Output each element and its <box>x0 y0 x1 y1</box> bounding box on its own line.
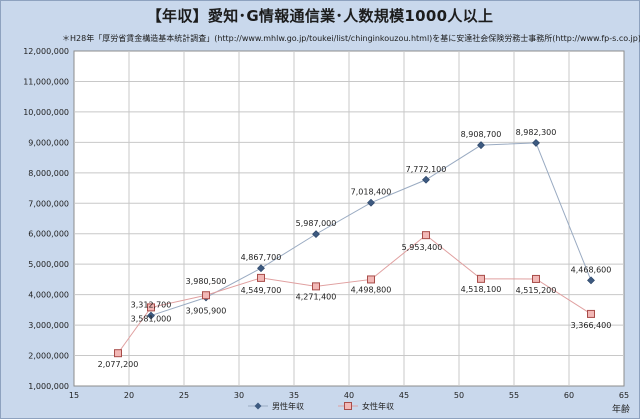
data-label: 3,312,700 <box>131 301 172 310</box>
data-label: 3,581,000 <box>131 314 172 323</box>
x-tick-label: 20 <box>124 391 134 400</box>
y-tick-label: 9,000,000 <box>28 138 69 147</box>
legend-label-female: 女性年収 <box>362 401 394 411</box>
data-label: 7,018,400 <box>351 188 392 197</box>
data-label: 5,987,000 <box>296 219 337 228</box>
male-data-point <box>312 230 320 239</box>
x-tick-label: 50 <box>454 391 464 400</box>
legend-marker-male <box>254 402 262 410</box>
data-label: 8,908,700 <box>461 130 502 139</box>
data-label: 3,980,500 <box>186 277 227 286</box>
series-line-female <box>117 234 592 354</box>
gridlines <box>74 51 624 386</box>
female-data-point <box>532 274 540 283</box>
data-label: 4,271,400 <box>296 292 337 301</box>
female-data-point <box>202 291 210 300</box>
x-axis-label: 年齢 <box>612 403 630 415</box>
male-data-point <box>422 175 430 184</box>
female-data-point <box>587 309 595 318</box>
data-label: 3,905,900 <box>186 307 227 316</box>
y-tick-label: 5,000,000 <box>28 260 69 269</box>
data-label: 8,982,300 <box>516 128 557 137</box>
female-data-point <box>147 303 155 312</box>
male-data-point <box>257 264 265 273</box>
y-tick-label: 12,000,000 <box>23 47 69 56</box>
x-tick-label: 15 <box>69 391 79 400</box>
x-tick-label: 40 <box>344 391 354 400</box>
y-tick-label: 11,000,000 <box>23 77 69 86</box>
y-tick-label: 8,000,000 <box>28 169 69 178</box>
y-tick-label: 4,000,000 <box>28 291 69 300</box>
data-label: 4,549,700 <box>241 286 282 295</box>
data-label: 4,515,200 <box>516 286 557 295</box>
x-tick-label: 60 <box>564 391 574 400</box>
data-labels: 3,312,700 3,905,900 4,867,700 5,987,000 7,01… <box>98 128 612 369</box>
x-axis-ticks: 15 20 25 30 35 40 45 50 55 60 65 <box>69 391 629 400</box>
data-label: 2,077,200 <box>98 360 139 369</box>
x-tick-label: 25 <box>179 391 189 400</box>
y-tick-label: 6,000,000 <box>28 230 69 239</box>
legend-label-male: 男性年収 <box>272 401 304 411</box>
x-tick-label: 45 <box>399 391 409 400</box>
x-tick-label: 55 <box>509 391 519 400</box>
male-data-point <box>477 141 485 150</box>
legend: 男性年収 女性年収 <box>248 401 394 411</box>
data-label: 3,366,400 <box>571 321 612 330</box>
series-markers <box>114 138 595 358</box>
x-tick-label: 35 <box>289 391 299 400</box>
x-tick-label: 30 <box>234 391 244 400</box>
y-tick-label: 1,000,000 <box>28 382 69 391</box>
y-tick-label: 7,000,000 <box>28 199 69 208</box>
male-data-point <box>147 311 155 320</box>
female-data-point <box>477 274 485 283</box>
data-label: 4,518,100 <box>461 285 502 294</box>
legend-marker-female <box>344 402 352 410</box>
male-data-point <box>367 198 375 207</box>
y-tick-label: 3,000,000 <box>28 321 69 330</box>
female-data-point <box>422 231 430 240</box>
female-data-point <box>114 349 122 358</box>
chart-title: 【年収】愛知･G情報通信業･人数規模1000人以上 <box>146 7 494 25</box>
y-tick-label: 10,000,000 <box>23 108 69 117</box>
data-label: 7,772,100 <box>406 165 447 174</box>
data-label: 4,867,700 <box>241 253 282 262</box>
data-label: 4,468,600 <box>571 265 612 274</box>
y-tick-label: 2,000,000 <box>28 352 69 361</box>
data-label: 4,498,800 <box>351 285 392 294</box>
source-note: ＊H28年「厚労省賃金構造基本統計調査」(http://www.mhlw.go.… <box>62 34 640 43</box>
female-data-point <box>257 273 265 282</box>
y-axis-ticks: 1,000,000 2,000,000 3,000,000 4,000,000 5,00… <box>23 47 69 391</box>
male-data-point <box>532 138 540 147</box>
male-data-point <box>587 276 595 285</box>
female-data-point <box>312 282 320 291</box>
female-data-point <box>367 275 375 284</box>
x-tick-label: 65 <box>619 391 629 400</box>
data-label: 5,953,400 <box>402 243 443 252</box>
